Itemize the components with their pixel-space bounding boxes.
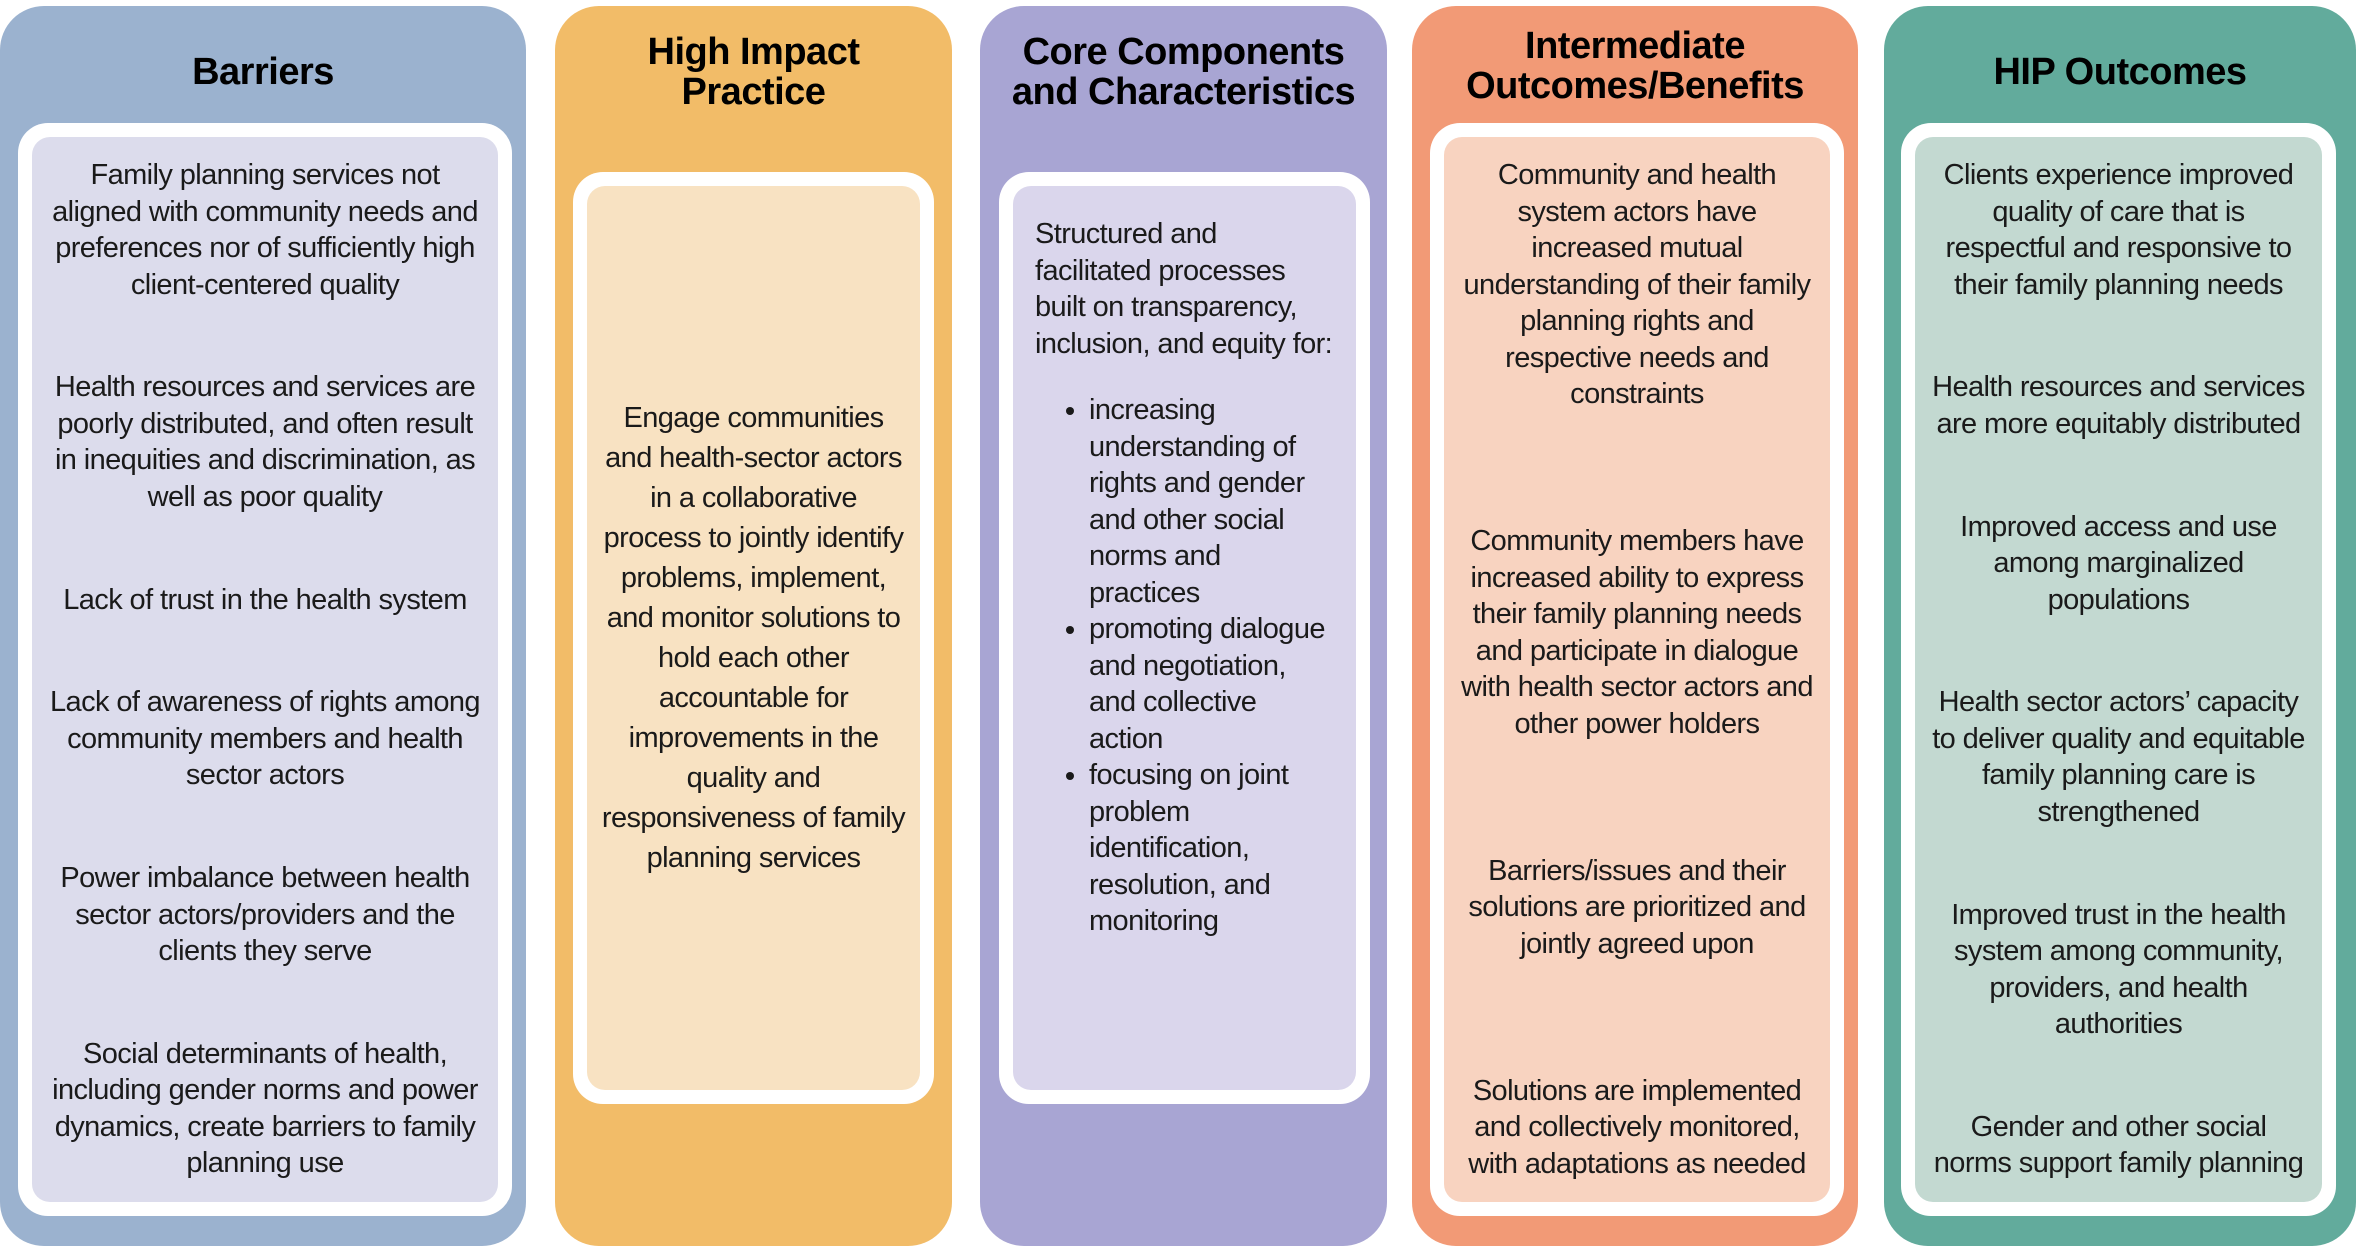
column-high-impact-practice: High Impact Practice Engage communities …: [555, 6, 952, 1246]
column-barriers: Barriers Family planning services not al…: [0, 6, 526, 1246]
hip-outcomes-list: Clients experience improved quality of c…: [1915, 137, 2322, 1202]
barrier-item: Lack of awareness of rights among commun…: [50, 686, 481, 792]
barrier-item: Social determinants of health, including…: [52, 1037, 478, 1180]
column-title: Core Components and Characteristics: [1011, 31, 1356, 113]
column-core-components: Core Components and Characteristics Stru…: [980, 6, 1387, 1246]
intermediate-item: Solutions are implemented and collective…: [1468, 1074, 1806, 1180]
barriers-list: Family planning services not aligned wit…: [32, 137, 498, 1202]
component-bullet: increasing understanding of rights and g…: [1089, 392, 1336, 611]
hip-outcome-item: Improved access and use among marginaliz…: [1960, 510, 2277, 616]
hip-outcome-item: Clients experience improved quality of c…: [1943, 159, 2294, 301]
barrier-item: Health resources and services are poorly…: [54, 371, 476, 513]
component-bullet: focusing on joint problem identification…: [1089, 757, 1336, 940]
components-card: Structured and facilitated processes bui…: [999, 172, 1370, 1104]
column-title: HIP Outcomes: [1993, 51, 2247, 93]
intermediate-item: Barriers/issues and their solutions are …: [1468, 854, 1806, 960]
column-hip-outcomes: HIP Outcomes Clients experience improved…: [1884, 6, 2356, 1246]
column-intermediate-outcomes: Intermediate Outcomes/Benefits Community…: [1412, 6, 1858, 1246]
barrier-item: Family planning services not aligned wit…: [52, 159, 478, 301]
column-title: Barriers: [192, 51, 334, 93]
column-title: High Impact Practice: [647, 31, 860, 113]
components-intro: Structured and facilitated processes bui…: [1035, 218, 1333, 360]
practice-card: Engage communities and health-sector act…: [573, 172, 934, 1104]
components-panel: Structured and facilitated processes bui…: [1013, 186, 1356, 1090]
column-title: Intermediate Outcomes/Benefits: [1466, 25, 1804, 107]
hip-outcome-item: Gender and other social norms support fa…: [1933, 1110, 2304, 1180]
intermediate-item: Community members have increased ability…: [1461, 525, 1813, 740]
barrier-item: Lack of trust in the health system: [63, 583, 467, 616]
components-bullet-list: increasing understanding of rights and g…: [1035, 392, 1336, 940]
hip-outcome-item: Improved trust in the health system amon…: [1951, 898, 2286, 1041]
barriers-card: Family planning services not aligned wit…: [18, 123, 512, 1216]
hip-outcome-item: Health sector actors’ capacity to delive…: [1932, 686, 2305, 828]
practice-panel: Engage communities and health-sector act…: [587, 186, 920, 1090]
hip-outcomes-card: Clients experience improved quality of c…: [1901, 123, 2336, 1216]
intermediate-card: Community and health system actors have …: [1430, 123, 1844, 1216]
intermediate-list: Community and health system actors have …: [1444, 137, 1830, 1202]
practice-text: Engage communities and health-sector act…: [601, 402, 906, 874]
hip-outcome-item: Health resources and services are more e…: [1932, 371, 2305, 440]
barrier-item: Power imbalance between health sector ac…: [60, 862, 470, 968]
component-bullet: promoting dialogue and negotiation, and …: [1089, 611, 1336, 757]
intermediate-item: Community and health system actors have …: [1463, 159, 1812, 410]
